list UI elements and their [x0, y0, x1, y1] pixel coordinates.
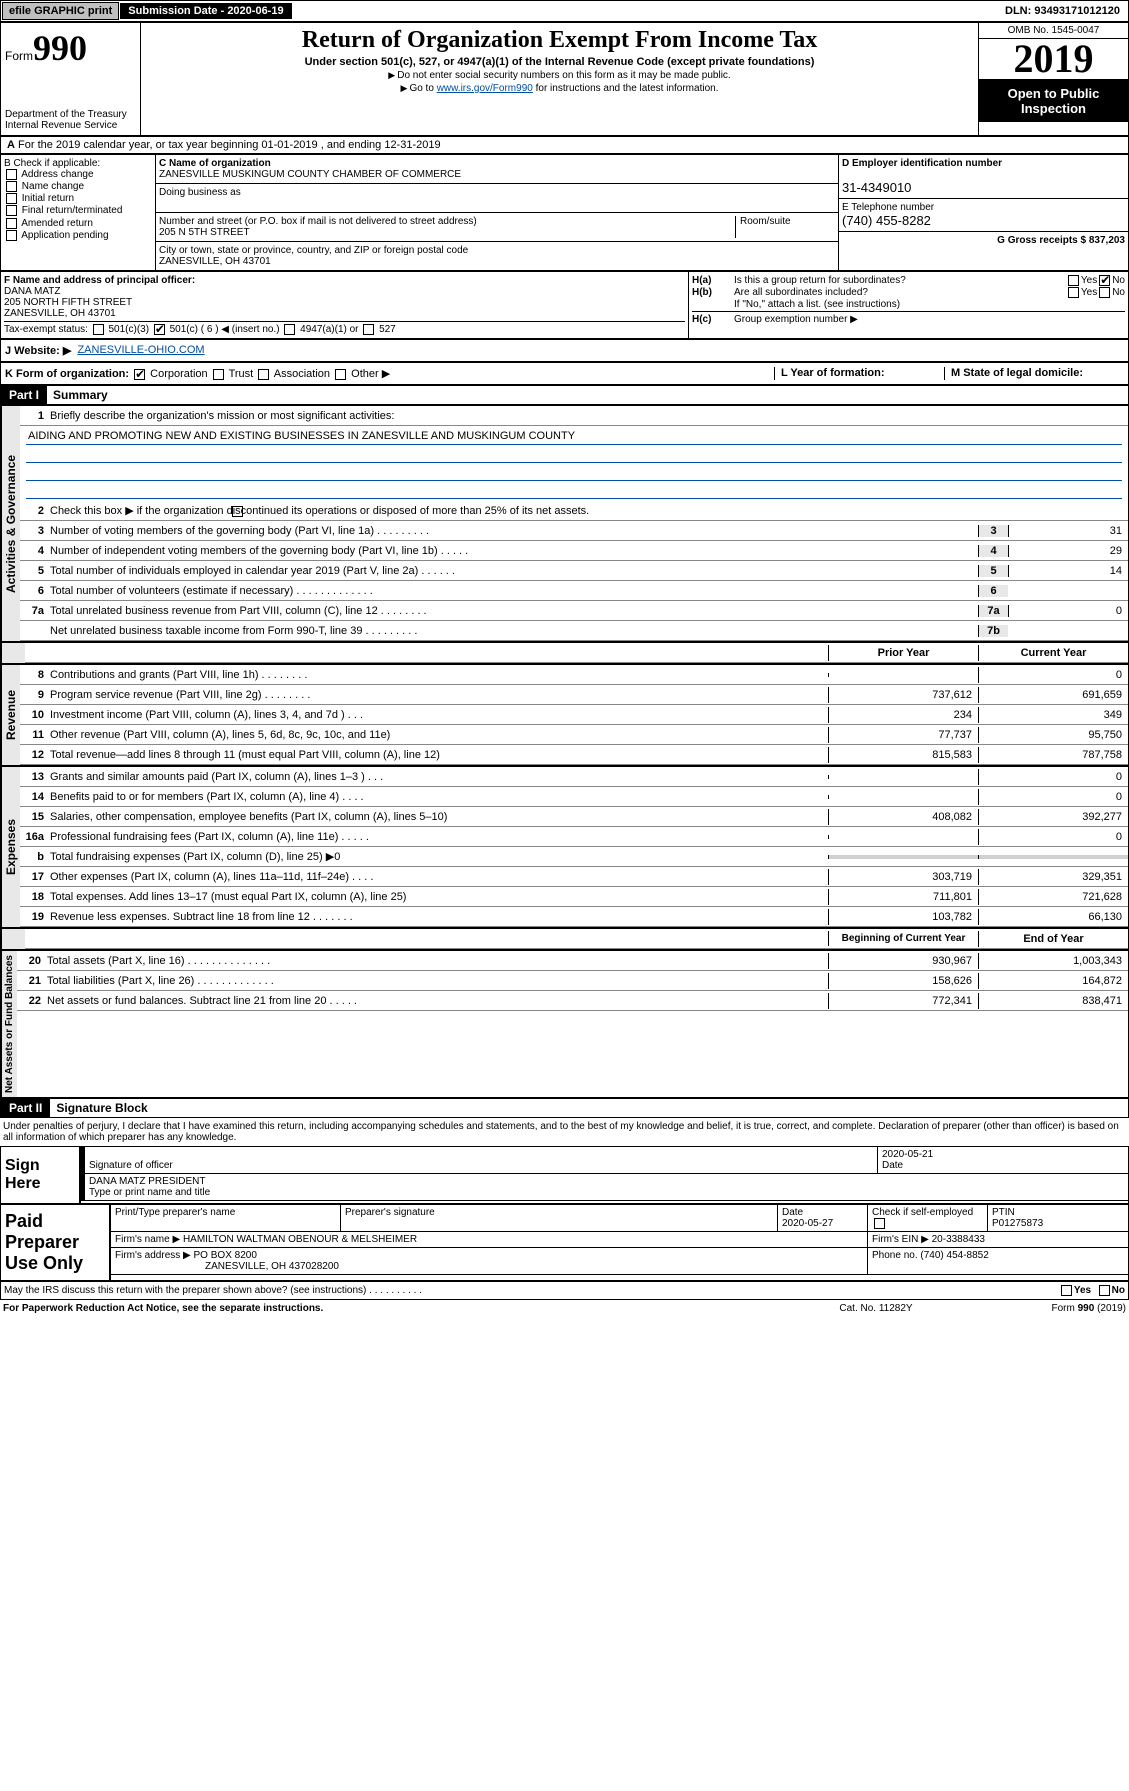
- chk-527[interactable]: [363, 324, 374, 335]
- col-b: B Check if applicable: Address change Na…: [1, 155, 156, 270]
- firm-addr1: PO BOX 8200: [194, 1250, 257, 1261]
- paid-preparer-label: Paid Preparer Use Only: [1, 1205, 111, 1280]
- perjury-declaration: Under penalties of perjury, I declare th…: [0, 1118, 1129, 1146]
- chk-501c3[interactable]: [93, 324, 104, 335]
- chk-trust[interactable]: [213, 369, 224, 380]
- form-ref: Form 990 (2019): [976, 1303, 1126, 1314]
- org-name: ZANESVILLE MUSKINGUM COUNTY CHAMBER OF C…: [159, 169, 461, 180]
- officer-printed-name: DANA MATZ PRESIDENT: [89, 1176, 206, 1187]
- firm-phone: (740) 454-8852: [920, 1250, 988, 1261]
- top-bar: efile GRAPHIC print Submission Date - 20…: [0, 0, 1129, 22]
- section-bcd: B Check if applicable: Address change Na…: [0, 154, 1129, 271]
- chk-initial[interactable]: [6, 193, 17, 204]
- prep-date: 2020-05-27: [782, 1218, 833, 1229]
- chk-other[interactable]: [335, 369, 346, 380]
- ein: 31-4349010: [842, 180, 911, 195]
- subtitle-2: Do not enter social security numbers on …: [145, 70, 974, 81]
- inspection-badge: Open to Public Inspection: [979, 80, 1128, 122]
- page-footer: For Paperwork Reduction Act Notice, see …: [0, 1300, 1129, 1317]
- ptin: P01275873: [992, 1218, 1043, 1229]
- ha-yes[interactable]: [1068, 275, 1079, 286]
- vlabel-expenses: Expenses: [1, 767, 20, 927]
- tax-year: 2019: [979, 39, 1128, 80]
- firm-addr2: ZANESVILLE, OH 437028200: [115, 1261, 339, 1272]
- discuss-yes[interactable]: [1061, 1285, 1072, 1296]
- form-title: Return of Organization Exempt From Incom…: [145, 27, 974, 54]
- hb-no[interactable]: [1099, 287, 1110, 298]
- col-b-header: B Check if applicable:: [4, 158, 152, 169]
- ha-no[interactable]: [1099, 275, 1110, 286]
- irs-discuss-row: May the IRS discuss this return with the…: [0, 1281, 1129, 1300]
- efile-button[interactable]: efile GRAPHIC print: [2, 2, 119, 20]
- part1-header: Part I Summary: [0, 385, 1129, 405]
- sig-date: 2020-05-21: [882, 1149, 933, 1160]
- dept-treasury: Department of the Treasury: [5, 109, 136, 120]
- chk-corp[interactable]: [134, 369, 145, 380]
- firm-ein: 20-3388433: [932, 1234, 985, 1245]
- chk-name[interactable]: [6, 181, 17, 192]
- col-d: D Employer identification number 31-4349…: [838, 155, 1128, 270]
- chk-pending[interactable]: [6, 230, 17, 241]
- discuss-no[interactable]: [1099, 1285, 1110, 1296]
- irs-link[interactable]: www.irs.gov/Form990: [437, 83, 533, 94]
- row-j: J Website: ▶ ZANESVILLE-OHIO.COM: [0, 339, 1129, 362]
- row-fh: F Name and address of principal officer:…: [0, 271, 1129, 339]
- form-label: Form990: [5, 27, 136, 69]
- vlabel-revenue: Revenue: [1, 665, 20, 765]
- chk-self-employed[interactable]: [874, 1218, 885, 1229]
- vlabel-governance: Activities & Governance: [1, 406, 20, 641]
- subtitle-3: Go to www.irs.gov/Form990 for instructio…: [145, 83, 974, 94]
- subtitle-1: Under section 501(c), 527, or 4947(a)(1)…: [145, 56, 974, 68]
- street-address: 205 N 5TH STREET: [159, 227, 250, 238]
- hb-yes[interactable]: [1068, 287, 1079, 298]
- chk-discontinued[interactable]: [232, 506, 243, 517]
- mission-text: AIDING AND PROMOTING NEW AND EXISTING BU…: [26, 428, 1122, 445]
- row-k: K Form of organization: Corporation Trus…: [0, 362, 1129, 385]
- row-a: A For the 2019 calendar year, or tax yea…: [0, 136, 1129, 154]
- website-link[interactable]: ZANESVILLE-OHIO.COM: [77, 344, 204, 357]
- submission-date: Submission Date - 2020-06-19: [120, 3, 291, 19]
- sign-here-label: Sign Here: [1, 1147, 81, 1203]
- officer-name: DANA MATZ: [4, 286, 60, 297]
- chk-501c[interactable]: [154, 324, 165, 335]
- dept-irs: Internal Revenue Service: [5, 120, 136, 131]
- col-c: C Name of organization ZANESVILLE MUSKIN…: [156, 155, 838, 270]
- chk-address[interactable]: [6, 169, 17, 180]
- vlabel-netassets: Net Assets or Fund Balances: [1, 951, 17, 1097]
- chk-4947[interactable]: [284, 324, 295, 335]
- telephone: (740) 455-8282: [842, 213, 931, 228]
- chk-amended[interactable]: [6, 218, 17, 229]
- dln: DLN: 93493171012120: [997, 3, 1128, 19]
- part2-header: Part II Signature Block: [0, 1098, 1129, 1118]
- firm-name: HAMILTON WALTMAN OBENOUR & MELSHEIMER: [183, 1234, 417, 1245]
- gross-receipts: G Gross receipts $ 837,203: [997, 235, 1125, 246]
- city-zip: ZANESVILLE, OH 43701: [159, 256, 271, 267]
- form-header: Form990 Department of the Treasury Inter…: [0, 22, 1129, 136]
- chk-assoc[interactable]: [258, 369, 269, 380]
- chk-final[interactable]: [6, 205, 17, 216]
